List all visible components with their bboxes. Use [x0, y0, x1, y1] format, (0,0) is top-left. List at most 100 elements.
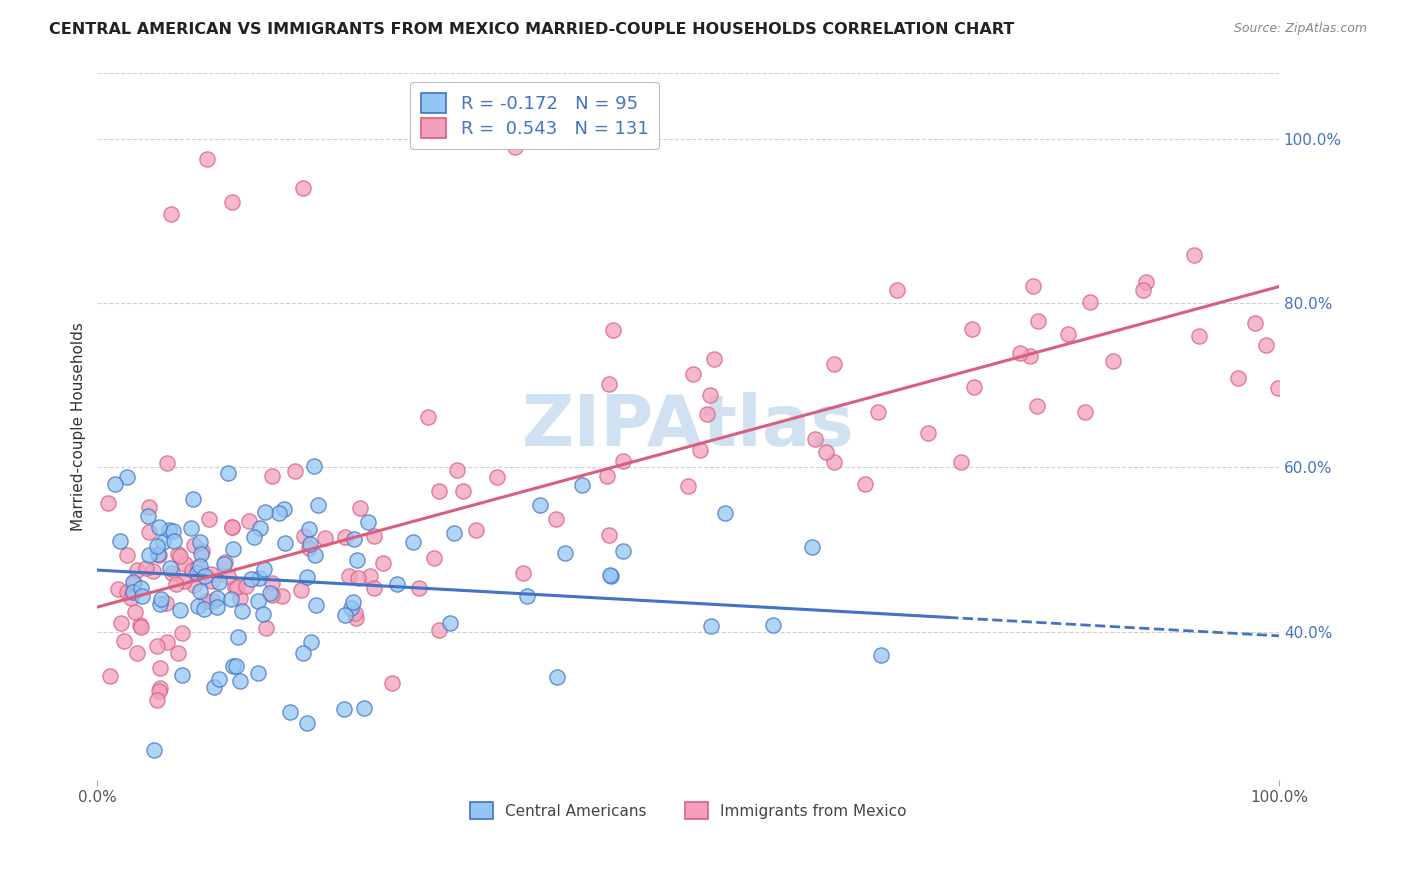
- Point: [381, 676, 404, 690]
- Point: [222, 658, 245, 673]
- Point: [221, 520, 243, 534]
- Point: [262, 469, 284, 483]
- Point: [107, 582, 129, 597]
- Point: [110, 534, 132, 549]
- Point: [187, 599, 209, 613]
- Point: [128, 617, 150, 632]
- Point: [194, 569, 217, 583]
- Point: [117, 548, 139, 562]
- Point: [169, 549, 191, 564]
- Point: [152, 534, 174, 549]
- Point: [284, 464, 307, 478]
- Point: [229, 591, 252, 606]
- Point: [172, 668, 194, 682]
- Point: [451, 483, 474, 498]
- Text: CENTRAL AMERICAN VS IMMIGRANTS FROM MEXICO MARRIED-COUPLE HOUSEHOLDS CORRELATION: CENTRAL AMERICAN VS IMMIGRANTS FROM MEXI…: [49, 22, 1015, 37]
- Point: [302, 459, 325, 474]
- Point: [205, 591, 228, 606]
- Point: [202, 594, 225, 608]
- Point: [146, 639, 169, 653]
- Point: [135, 561, 157, 575]
- Point: [1022, 279, 1045, 293]
- Point: [221, 519, 243, 533]
- Point: [676, 479, 699, 493]
- Point: [201, 574, 224, 588]
- Point: [1026, 399, 1049, 413]
- Point: [122, 585, 145, 599]
- Point: [252, 607, 274, 621]
- Point: [97, 496, 120, 510]
- Point: [253, 505, 276, 519]
- Point: [145, 539, 167, 553]
- Point: [195, 594, 218, 608]
- Point: [221, 195, 243, 210]
- Point: [238, 514, 260, 528]
- Point: [160, 566, 183, 580]
- Point: [307, 498, 329, 512]
- Point: [169, 602, 191, 616]
- Point: [853, 476, 876, 491]
- Point: [612, 544, 634, 558]
- Point: [173, 574, 195, 588]
- Point: [235, 579, 257, 593]
- Point: [696, 407, 718, 421]
- Point: [190, 547, 212, 561]
- Point: [180, 563, 202, 577]
- Point: [804, 432, 827, 446]
- Point: [429, 484, 451, 499]
- Point: [249, 521, 271, 535]
- Point: [346, 571, 368, 585]
- Y-axis label: Married-couple Households: Married-couple Households: [72, 322, 86, 531]
- Point: [295, 570, 318, 584]
- Point: [246, 594, 269, 608]
- Point: [200, 566, 222, 581]
- Point: [274, 535, 297, 549]
- Point: [129, 581, 152, 595]
- Point: [886, 283, 908, 297]
- Point: [423, 551, 446, 566]
- Point: [1056, 326, 1078, 341]
- Point: [121, 585, 143, 599]
- Point: [1028, 314, 1050, 328]
- Point: [226, 630, 249, 644]
- Point: [112, 634, 135, 648]
- Point: [529, 498, 551, 512]
- Point: [1102, 354, 1125, 368]
- Point: [333, 607, 356, 622]
- Point: [225, 659, 247, 673]
- Point: [335, 531, 357, 545]
- Point: [131, 620, 153, 634]
- Point: [162, 524, 184, 538]
- Point: [512, 566, 534, 580]
- Point: [1135, 275, 1157, 289]
- Point: [148, 520, 170, 534]
- Point: [110, 615, 132, 630]
- Point: [202, 680, 225, 694]
- Point: [599, 569, 621, 583]
- Point: [186, 566, 208, 580]
- Text: Source: ZipAtlas.com: Source: ZipAtlas.com: [1233, 22, 1367, 36]
- Point: [599, 568, 621, 582]
- Point: [363, 528, 385, 542]
- Point: [278, 705, 301, 719]
- Point: [292, 181, 315, 195]
- Point: [125, 646, 148, 660]
- Point: [183, 537, 205, 551]
- Point: [823, 357, 845, 371]
- Point: [446, 463, 468, 477]
- Point: [163, 534, 186, 549]
- Point: [156, 456, 179, 470]
- Point: [124, 576, 146, 591]
- Point: [225, 580, 247, 594]
- Point: [187, 560, 209, 574]
- Point: [160, 207, 183, 221]
- Point: [165, 577, 187, 591]
- Point: [359, 569, 381, 583]
- Point: [271, 589, 294, 603]
- Point: [188, 558, 211, 573]
- Point: [349, 500, 371, 515]
- Point: [866, 405, 889, 419]
- Point: [439, 616, 461, 631]
- Point: [823, 455, 845, 469]
- Point: [416, 409, 439, 424]
